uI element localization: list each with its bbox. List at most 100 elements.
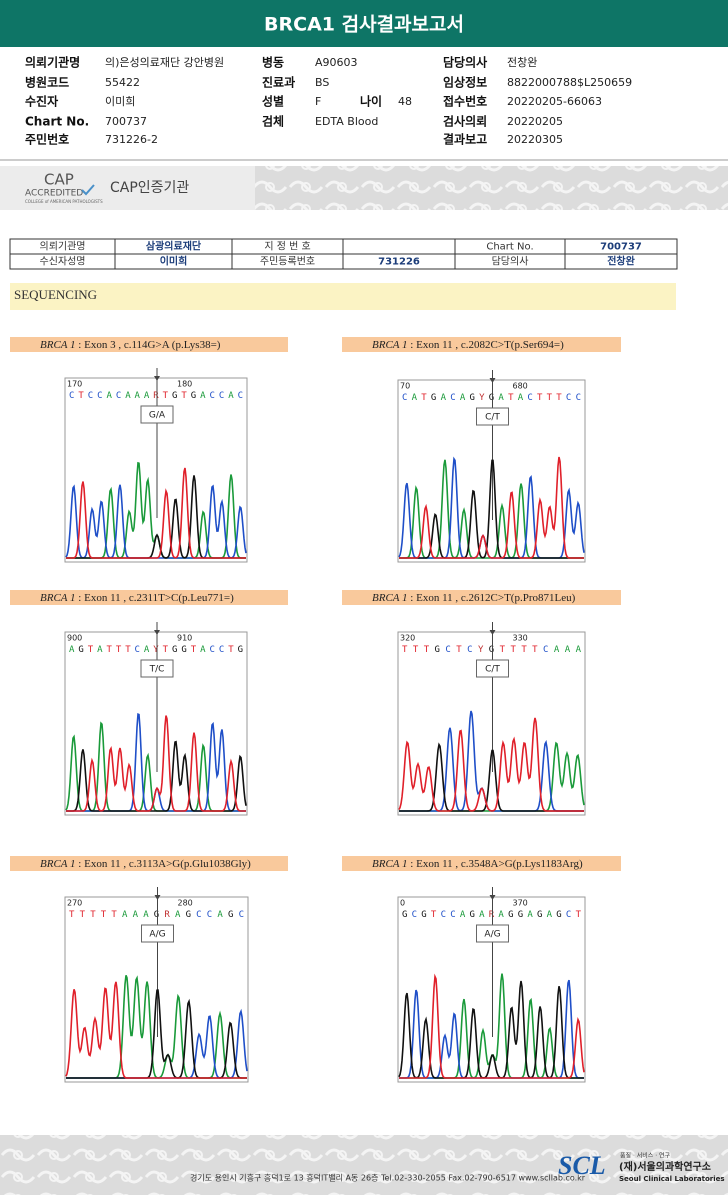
base: A xyxy=(122,910,128,920)
trace xyxy=(399,973,585,1079)
position: 70 xyxy=(400,382,410,391)
call: A/G xyxy=(149,930,165,940)
base: T xyxy=(163,391,169,401)
base: G xyxy=(402,910,407,920)
trace xyxy=(66,467,246,559)
base: T xyxy=(163,645,169,655)
info-value: 의)은성의료재단 강안병원 xyxy=(105,56,224,69)
info-label: 수진자 xyxy=(25,94,58,109)
caption-band xyxy=(10,590,288,605)
caption: BRCA 1 : Exon 3 , c.114G>A (p.Lys38=) xyxy=(40,339,221,351)
cap-college: COLLEGE of AMERICAN PATHOLOGISTS xyxy=(25,199,103,204)
call-box xyxy=(476,407,509,426)
base: T xyxy=(576,910,582,920)
info-value: A90603 xyxy=(315,56,358,69)
trace xyxy=(65,981,247,1079)
base: G xyxy=(154,910,159,920)
base: T xyxy=(402,645,408,655)
base: G xyxy=(172,391,177,401)
info-label: 주민번호 xyxy=(25,132,69,147)
base: C xyxy=(402,393,407,403)
base: A xyxy=(527,910,533,920)
base: A xyxy=(144,391,150,401)
base: A xyxy=(498,393,504,403)
section-band xyxy=(10,283,676,310)
gene: BRCA 1 xyxy=(372,339,408,351)
variant: : Exon 11 , c.3113A>G(p.Glu1038Gly) xyxy=(76,858,252,870)
base: R xyxy=(164,910,170,920)
base: T xyxy=(547,393,553,403)
call-box xyxy=(476,659,509,678)
table-value: 전창완 xyxy=(607,255,635,268)
chromatogram-frame xyxy=(64,631,248,816)
base: C xyxy=(88,391,93,401)
base: T xyxy=(508,393,514,403)
base: C xyxy=(209,645,214,655)
caption: BRCA 1 : Exon 11 , c.3548A>G(p.Lys1183Ar… xyxy=(372,858,583,870)
base: T xyxy=(500,645,506,655)
footer-org-en: Seoul Clinical Laboratories xyxy=(619,1175,725,1183)
base: C xyxy=(543,645,548,655)
base: G xyxy=(186,910,191,920)
footer-band xyxy=(0,1135,728,1195)
table-label: Chart No. xyxy=(486,242,533,253)
base: G xyxy=(489,393,494,403)
gene: BRCA 1 xyxy=(372,858,408,870)
base: C xyxy=(576,393,581,403)
base: T xyxy=(413,645,419,655)
info-label: 성별 xyxy=(262,94,284,109)
base: G xyxy=(470,910,475,920)
base: A xyxy=(576,645,582,655)
call-box xyxy=(141,924,174,943)
base: C xyxy=(441,910,446,920)
base: A xyxy=(143,910,149,920)
table-value: 이미희 xyxy=(160,255,188,268)
table-label: 수신자성명 xyxy=(40,256,86,268)
table-value: 삼광의료재단 xyxy=(146,240,202,253)
variant: : Exon 11 , c.2311T>C(p.Leu771=) xyxy=(76,592,235,604)
base: T xyxy=(181,391,187,401)
base: T xyxy=(431,910,437,920)
base: T xyxy=(80,910,86,920)
base: C xyxy=(450,393,455,403)
caption: BRCA 1 : Exon 11 , c.3113A>G(p.Glu1038Gl… xyxy=(40,858,251,870)
base: G xyxy=(435,645,440,655)
call: T/C xyxy=(149,665,165,675)
base: G xyxy=(172,645,177,655)
base: A xyxy=(460,393,466,403)
base: G xyxy=(518,910,523,920)
chromatogram-frame xyxy=(397,631,586,816)
call: C/T xyxy=(485,665,500,675)
info-label: 의뢰기관명 xyxy=(25,55,80,70)
section-title: SEQUENCING xyxy=(14,287,97,302)
pointer-head xyxy=(489,630,496,635)
base: C xyxy=(196,910,201,920)
base: G xyxy=(181,645,186,655)
base: G xyxy=(431,393,436,403)
pointer-head xyxy=(154,630,160,635)
base: A xyxy=(106,391,112,401)
trace xyxy=(66,715,246,812)
base: A xyxy=(97,645,103,655)
info-value: EDTA Blood xyxy=(315,115,378,128)
base: T xyxy=(88,645,94,655)
call: C/T xyxy=(485,413,500,423)
base: C xyxy=(445,645,450,655)
position: 180 xyxy=(177,380,192,389)
base: G xyxy=(228,910,233,920)
base: C xyxy=(116,391,121,401)
info-value: 20220305 xyxy=(507,133,563,146)
position: 320 xyxy=(400,634,415,643)
base: A xyxy=(135,391,141,401)
position: 900 xyxy=(67,634,82,643)
caption-band xyxy=(342,337,621,352)
table-value: 700737 xyxy=(600,242,642,253)
base: A xyxy=(144,645,150,655)
table-label: 주민등록번호 xyxy=(260,256,315,268)
base: G xyxy=(537,910,542,920)
gene: BRCA 1 xyxy=(40,858,76,870)
base: G xyxy=(489,645,494,655)
